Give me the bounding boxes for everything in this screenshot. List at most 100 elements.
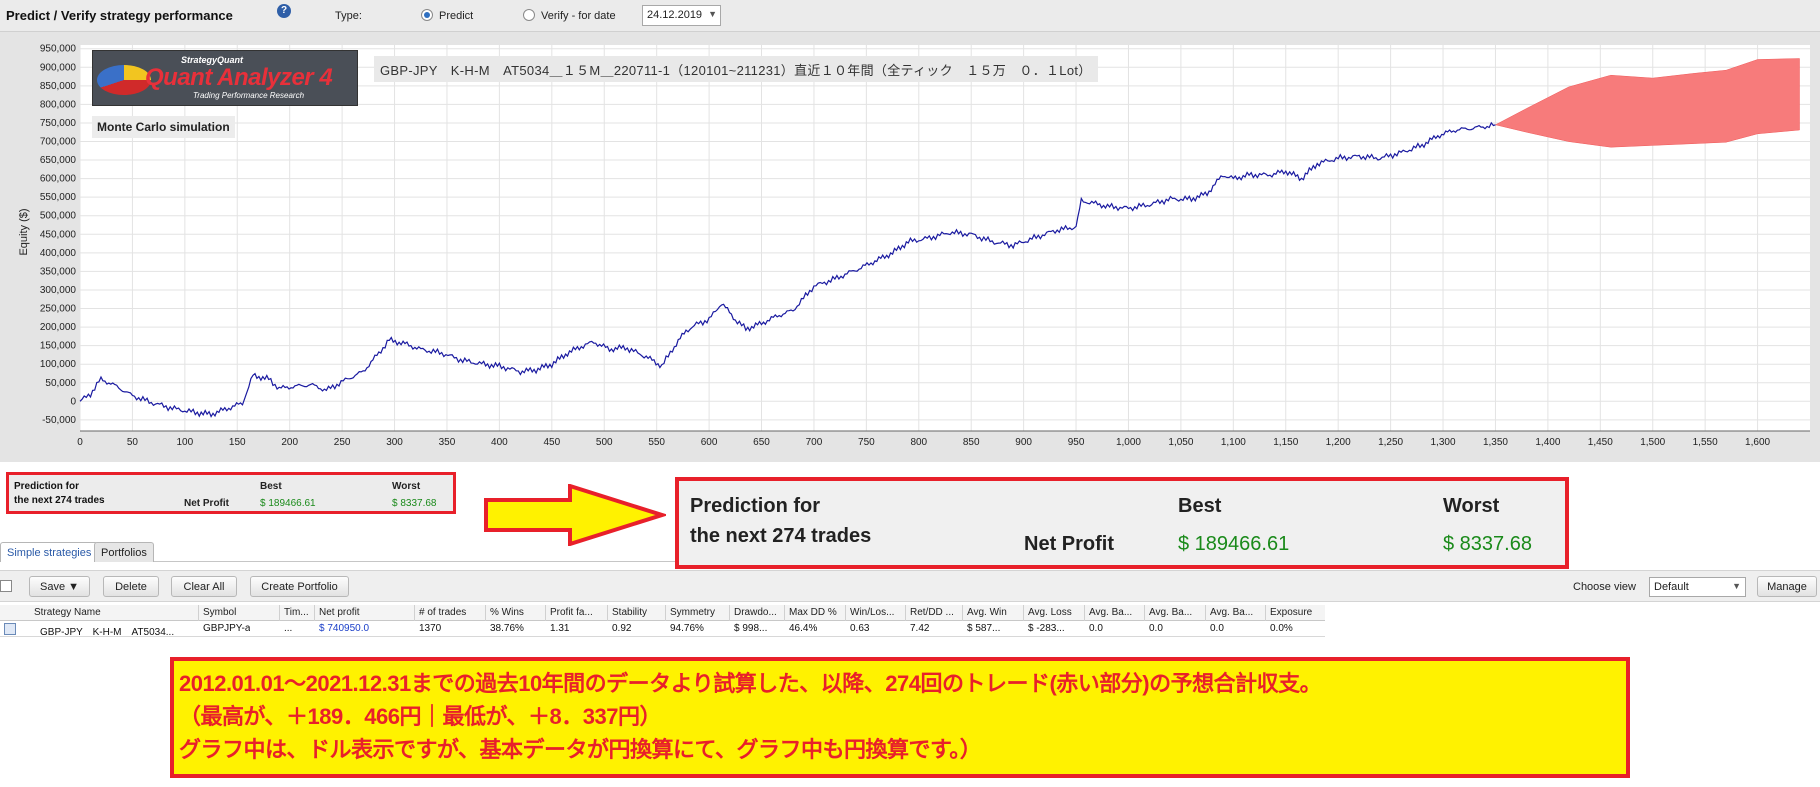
x-tick-label: 650 bbox=[753, 437, 770, 448]
best-value: $ 189466.61 bbox=[260, 498, 316, 509]
arrow-right-icon bbox=[484, 484, 666, 546]
table-cell: 46.4% bbox=[789, 623, 818, 634]
y-tick-label: 650,000 bbox=[40, 155, 77, 166]
y-tick-label: 850,000 bbox=[40, 81, 77, 92]
column-header[interactable]: Stability bbox=[612, 607, 648, 618]
x-tick-label: 1,000 bbox=[1116, 437, 1141, 448]
column-header[interactable]: Avg. Win bbox=[967, 607, 1007, 618]
choose-view-label: Choose view bbox=[1573, 581, 1636, 593]
table-cell: 1.31 bbox=[550, 623, 570, 634]
logo-brand-main: Quant Analyzer 4 bbox=[145, 64, 333, 91]
column-separator[interactable] bbox=[545, 605, 546, 621]
table-cell: 0.92 bbox=[612, 623, 632, 634]
x-tick-label: 1,200 bbox=[1326, 437, 1351, 448]
table-cell: 0.0 bbox=[1210, 623, 1224, 634]
x-tick-label: 1,100 bbox=[1221, 437, 1246, 448]
column-header[interactable]: Strategy Name bbox=[34, 607, 101, 618]
y-tick-label: 550,000 bbox=[40, 192, 77, 203]
column-header[interactable]: # of trades bbox=[419, 607, 467, 618]
column-separator[interactable] bbox=[729, 605, 730, 621]
worst-label: Worst bbox=[1443, 495, 1500, 517]
delete-button[interactable]: Delete bbox=[103, 576, 159, 597]
column-separator[interactable] bbox=[607, 605, 608, 621]
column-separator[interactable] bbox=[1144, 605, 1145, 621]
column-separator[interactable] bbox=[414, 605, 415, 621]
column-header[interactable]: Tim... bbox=[284, 607, 309, 618]
y-tick-label: 500,000 bbox=[40, 211, 77, 222]
y-axis-label: Equity ($) bbox=[18, 208, 30, 255]
column-separator[interactable] bbox=[665, 605, 666, 621]
manage-button[interactable]: Manage bbox=[1757, 576, 1817, 597]
x-tick-label: 450 bbox=[543, 437, 560, 448]
column-header[interactable]: Symbol bbox=[203, 607, 237, 618]
column-separator[interactable] bbox=[784, 605, 785, 621]
column-header[interactable]: Ret/DD ... bbox=[910, 607, 954, 618]
column-separator[interactable] bbox=[1023, 605, 1024, 621]
prediction-summary-small: Prediction for the next 274 trades Best … bbox=[6, 472, 456, 514]
y-tick-label: 150,000 bbox=[40, 341, 77, 352]
x-tick-label: 400 bbox=[491, 437, 508, 448]
clear-all-button[interactable]: Clear All bbox=[171, 576, 237, 597]
chart-area: -50,000 0 50,000 100,000 150,000 200,000 250,0… bbox=[0, 32, 1820, 462]
column-separator[interactable] bbox=[905, 605, 906, 621]
column-separator[interactable] bbox=[1084, 605, 1085, 621]
column-header[interactable]: Exposure bbox=[1270, 607, 1313, 618]
column-separator[interactable] bbox=[314, 605, 315, 621]
column-separator[interactable] bbox=[845, 605, 846, 621]
create-portfolio-button[interactable]: Create Portfolio bbox=[250, 576, 349, 597]
column-header[interactable]: Avg. Ba... bbox=[1210, 607, 1254, 618]
y-axis-ticks: -50,000 0 50,000 100,000 150,000 200,000 250,0… bbox=[40, 44, 77, 426]
column-header[interactable]: Drawdo... bbox=[734, 607, 777, 618]
prediction-summary-large: Prediction for the next 274 trades Best … bbox=[675, 477, 1569, 569]
column-separator[interactable] bbox=[279, 605, 280, 621]
prediction-title-line1: Prediction for bbox=[690, 495, 821, 517]
row-checkbox[interactable] bbox=[4, 623, 16, 635]
column-header[interactable]: Avg. Loss bbox=[1028, 607, 1072, 618]
strategies-toolbar: Save ▼ Delete Clear All Create Portfolio… bbox=[0, 570, 1820, 602]
table-row[interactable]: GBP-JPY K-H-M AT5034... GBPJPY-a... $ 7409… bbox=[0, 621, 1325, 638]
tab-portfolios[interactable]: Portfolios bbox=[94, 542, 154, 562]
table-cell: $ 740950.0 bbox=[319, 623, 370, 634]
save-button[interactable]: Save ▼ bbox=[29, 576, 90, 597]
column-header[interactable]: Symmetry bbox=[670, 607, 715, 618]
column-header[interactable]: Avg. Ba... bbox=[1149, 607, 1193, 618]
x-tick-label: 0 bbox=[77, 437, 83, 448]
help-icon[interactable]: ? bbox=[277, 4, 291, 18]
chevron-down-icon: ▼ bbox=[708, 9, 717, 19]
x-tick-label: 200 bbox=[281, 437, 298, 448]
column-separator[interactable] bbox=[198, 605, 199, 621]
logo-brand-top: StrategyQuant bbox=[181, 55, 244, 65]
y-tick-label: 950,000 bbox=[40, 44, 77, 55]
column-separator[interactable] bbox=[962, 605, 963, 621]
predict-label: Predict bbox=[439, 10, 474, 22]
column-header[interactable]: Avg. Ba... bbox=[1089, 607, 1133, 618]
y-tick-label: 450,000 bbox=[40, 229, 77, 240]
select-all-checkbox[interactable] bbox=[0, 580, 12, 592]
view-select[interactable]: Default ▼ bbox=[1649, 577, 1746, 597]
x-tick-label: 1,250 bbox=[1378, 437, 1403, 448]
x-tick-label: 1,500 bbox=[1640, 437, 1665, 448]
verify-radio[interactable] bbox=[523, 9, 535, 21]
column-header[interactable]: Net profit bbox=[319, 607, 360, 618]
column-header[interactable]: % Wins bbox=[490, 607, 524, 618]
y-tick-label: -50,000 bbox=[42, 415, 76, 426]
tab-simple-strategies[interactable]: Simple strategies bbox=[0, 542, 99, 562]
strategies-table: Strategy Name Symbol Tim... Net profit # of … bbox=[0, 605, 1325, 638]
net-profit-label: Net Profit bbox=[1024, 533, 1114, 555]
monte-carlo-label: Monte Carlo simulation bbox=[92, 116, 235, 138]
column-separator[interactable] bbox=[1265, 605, 1266, 621]
column-header[interactable]: Win/Los... bbox=[850, 607, 895, 618]
x-tick-label: 950 bbox=[1068, 437, 1085, 448]
column-header[interactable]: Max DD % bbox=[789, 607, 837, 618]
date-value: 24.12.2019 bbox=[647, 9, 703, 21]
date-select[interactable]: 24.12.2019 ▼ bbox=[642, 5, 721, 26]
column-header[interactable]: Profit fa... bbox=[550, 607, 593, 618]
equity-chart: -50,000050,000100,000150,000200,000250,0… bbox=[18, 44, 1810, 448]
x-tick-label: 600 bbox=[701, 437, 718, 448]
x-tick-label: 550 bbox=[648, 437, 665, 448]
column-separator[interactable] bbox=[485, 605, 486, 621]
column-separator[interactable] bbox=[1205, 605, 1206, 621]
predict-radio[interactable] bbox=[421, 9, 433, 21]
pie-logo-icon bbox=[97, 65, 151, 95]
view-value: Default bbox=[1654, 581, 1689, 593]
